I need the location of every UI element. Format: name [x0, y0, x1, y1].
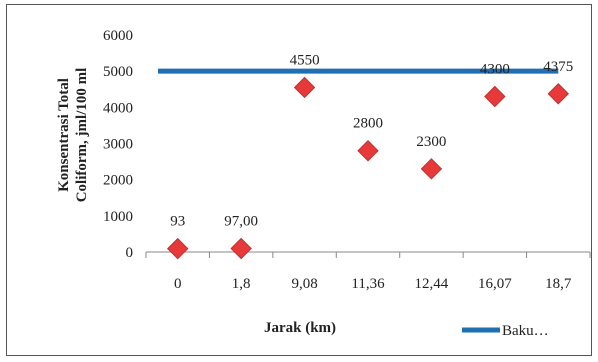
x-axis-title: Jarak (km) — [264, 320, 336, 336]
data-point-marker — [167, 237, 189, 260]
data-point-marker — [230, 237, 252, 260]
x-tick-label: 12,44 — [415, 276, 449, 292]
data-label: 4375 — [543, 59, 573, 75]
data-point-marker — [484, 85, 506, 108]
data-label: 93 — [170, 214, 185, 230]
data-labels: 93 97,00 4550 2800 2300 4300 4375 — [170, 52, 573, 229]
data-points — [167, 76, 569, 260]
data-label: 2800 — [353, 116, 383, 132]
data-point-marker — [547, 83, 569, 105]
x-tick-marks — [145, 252, 591, 258]
x-tick-label: 18,7 — [545, 276, 572, 292]
y-axis-title: Konsentrasi Total Coliform, jml/100 ml — [56, 68, 90, 203]
y-tick-label: 1000 — [103, 209, 133, 225]
y-tick-label: 2000 — [103, 173, 133, 189]
data-point-marker — [293, 76, 316, 99]
y-tick-label: 4000 — [103, 100, 133, 116]
data-point-marker — [420, 158, 443, 180]
data-label: 97,00 — [224, 213, 258, 229]
data-label: 2300 — [416, 134, 446, 150]
x-tick-label: 0 — [174, 276, 182, 292]
legend-label: Baku… — [502, 323, 549, 339]
y-tick-labels: 0 1000 2000 3000 4000 5000 6000 — [103, 28, 133, 261]
data-point-marker — [357, 140, 379, 162]
x-tick-label: 9,08 — [291, 276, 317, 292]
data-label: 4550 — [290, 52, 320, 68]
data-label: 4300 — [480, 61, 510, 77]
y-tick-label: 3000 — [103, 137, 133, 153]
y-tick-label: 6000 — [103, 28, 133, 44]
y-tick-label: 5000 — [103, 64, 133, 80]
x-tick-labels: 0 1,8 9,08 11,36 12,44 16,07 18,7 — [174, 276, 572, 292]
chart-frame — [6, 4, 592, 356]
y-axis-title-line2: Coliform, jml/100 ml — [74, 68, 90, 203]
x-tick-label: 1,8 — [232, 276, 251, 292]
x-tick-label: 11,36 — [351, 276, 385, 292]
y-tick-label: 0 — [126, 245, 134, 261]
y-axis-title-line1: Konsentrasi Total — [56, 78, 72, 192]
x-tick-label: 16,07 — [478, 276, 512, 292]
legend: Baku… — [462, 323, 549, 339]
